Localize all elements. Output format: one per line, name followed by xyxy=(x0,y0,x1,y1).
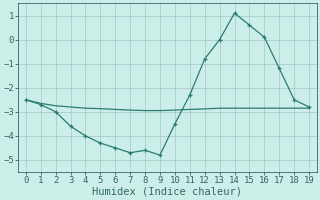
X-axis label: Humidex (Indice chaleur): Humidex (Indice chaleur) xyxy=(92,187,243,197)
